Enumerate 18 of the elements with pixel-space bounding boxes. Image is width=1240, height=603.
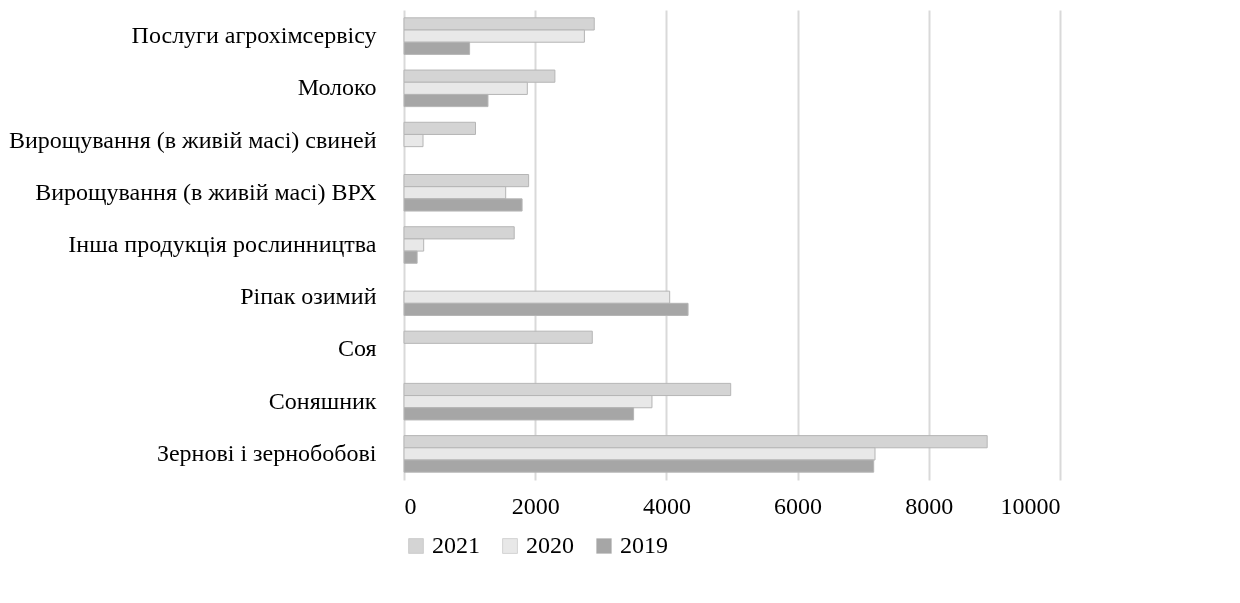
legend-label: 2021 xyxy=(432,532,480,558)
x-tick-label: 2000 xyxy=(511,492,560,519)
y-tick-label: Соняшник xyxy=(268,387,377,414)
x-tick-label: 8000 xyxy=(905,492,954,519)
y-tick-label: Вирощування (в живій масі) свиней xyxy=(9,126,377,153)
y-tick-label: Ріпак озимий xyxy=(240,283,377,310)
y-tick-label: Вирощування (в живій масі) ВРХ xyxy=(35,178,377,205)
y-tick-label: Інша продукція рослинництва xyxy=(68,231,377,257)
legend-label: 2019 xyxy=(620,532,668,558)
legend-label: 2020 xyxy=(526,532,574,558)
y-tick-label: Зернові і зернобобові xyxy=(156,439,377,466)
x-tick-label: 4000 xyxy=(642,492,691,519)
y-tick-label: Послуги агрохімсервісу xyxy=(131,22,377,49)
x-tick-label: 6000 xyxy=(774,492,823,519)
y-tick-label: Соя xyxy=(337,335,377,362)
y-tick-label: Молоко xyxy=(297,74,377,101)
x-tick-label: 10000 xyxy=(1000,492,1061,519)
x-tick-label: 0 xyxy=(404,492,417,519)
